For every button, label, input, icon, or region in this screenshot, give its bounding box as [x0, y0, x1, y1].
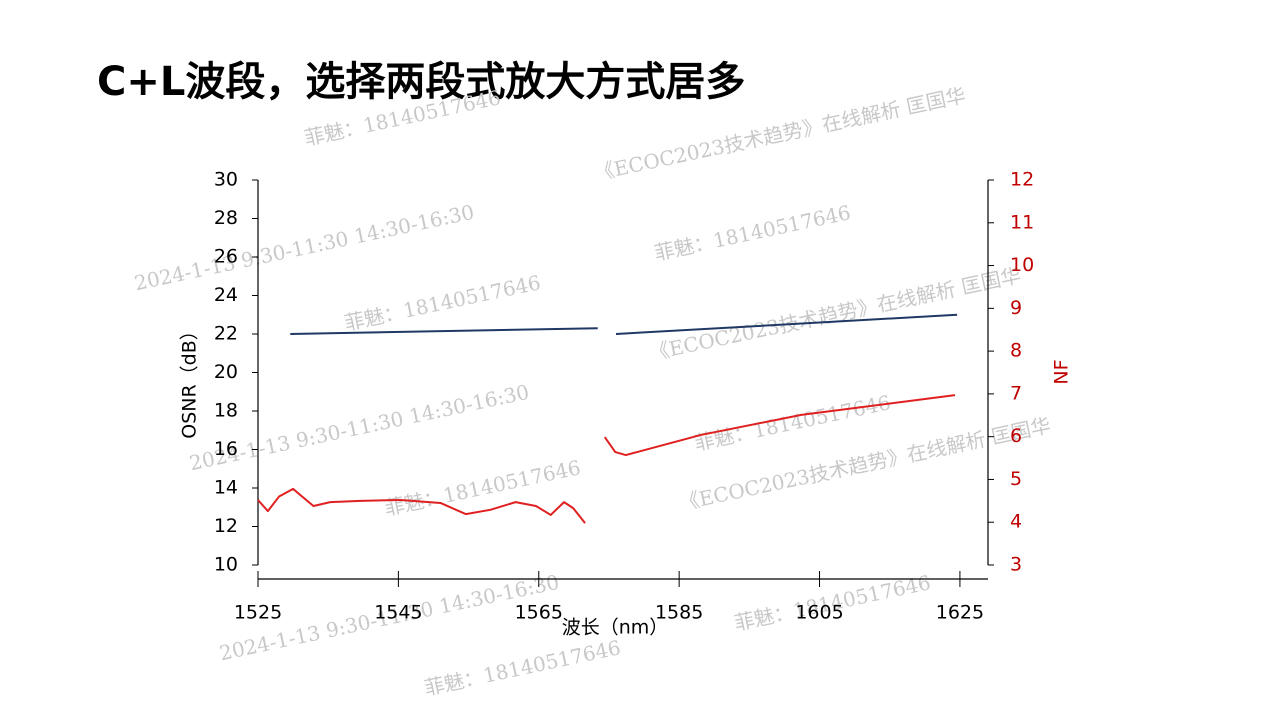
y2-tick-label: 10 [1010, 254, 1034, 276]
y2-tick-label: 5 [1010, 468, 1022, 490]
x-tick-label: 1625 [936, 602, 984, 624]
x-axis-label: 波长（nm） [562, 617, 669, 639]
y-axis-label: OSNR（dB） [179, 321, 201, 439]
x-tick-label: 1585 [655, 602, 703, 624]
y-tick-label: 16 [214, 438, 238, 460]
slide-title: C+L波段，选择两段式放大方式居多 [97, 59, 745, 105]
watermark: 菲魅：18140517646 [652, 200, 853, 265]
y-tick-label: 10 [214, 554, 238, 576]
y2-tick-label: 9 [1010, 297, 1022, 319]
y2-tick-label: 3 [1010, 554, 1022, 576]
y-tick-label: 30 [214, 169, 238, 191]
y2-axis-label: NF [1051, 359, 1073, 384]
watermark: 菲魅：18140517646 [342, 270, 543, 335]
y2-tick-label: 6 [1010, 425, 1022, 447]
y-tick-label: 18 [214, 400, 238, 422]
line-series [290, 327, 598, 335]
y-tick-label: 14 [214, 477, 238, 499]
line-series [257, 487, 586, 524]
y-tick-label: 20 [214, 361, 238, 383]
y-tick-label: 12 [214, 515, 238, 537]
line-series [615, 313, 958, 335]
chart: 10 12 14 16 18 20 22 24 26 28 30 3 4 5 6 7 8 9 10 11 12 1525 1… [179, 169, 1073, 639]
watermark: 菲魅：18140517646 [692, 390, 893, 455]
watermark: 菲魅：18140517646 [422, 635, 623, 700]
y2-tick-label: 4 [1010, 511, 1022, 533]
y-tick-label: 22 [214, 323, 238, 345]
y-tick-label: 26 [214, 246, 238, 268]
watermark: 2024-1-13 9:30-11:30 14:30-16:30 [187, 380, 531, 476]
x-tick-label: 1525 [234, 602, 282, 624]
line-series [603, 394, 956, 457]
x-tick-label: 1565 [515, 602, 563, 624]
y2-tick-label: 7 [1010, 382, 1022, 404]
x-tick-label: 1605 [795, 602, 843, 624]
x-tick-label: 1545 [374, 602, 422, 624]
watermark: 《ECOC2023技术趋势》在线解析 匡国华 [647, 263, 1023, 365]
y2-tick-label: 8 [1010, 340, 1022, 362]
y2-tick-label: 11 [1010, 211, 1034, 233]
y-tick-label: 24 [214, 284, 238, 306]
y2-tick-label: 12 [1010, 169, 1034, 191]
watermark: 2024-1-13 9:30-11:30 14:30-16:30 [132, 200, 476, 296]
y-tick-label: 28 [214, 207, 238, 229]
